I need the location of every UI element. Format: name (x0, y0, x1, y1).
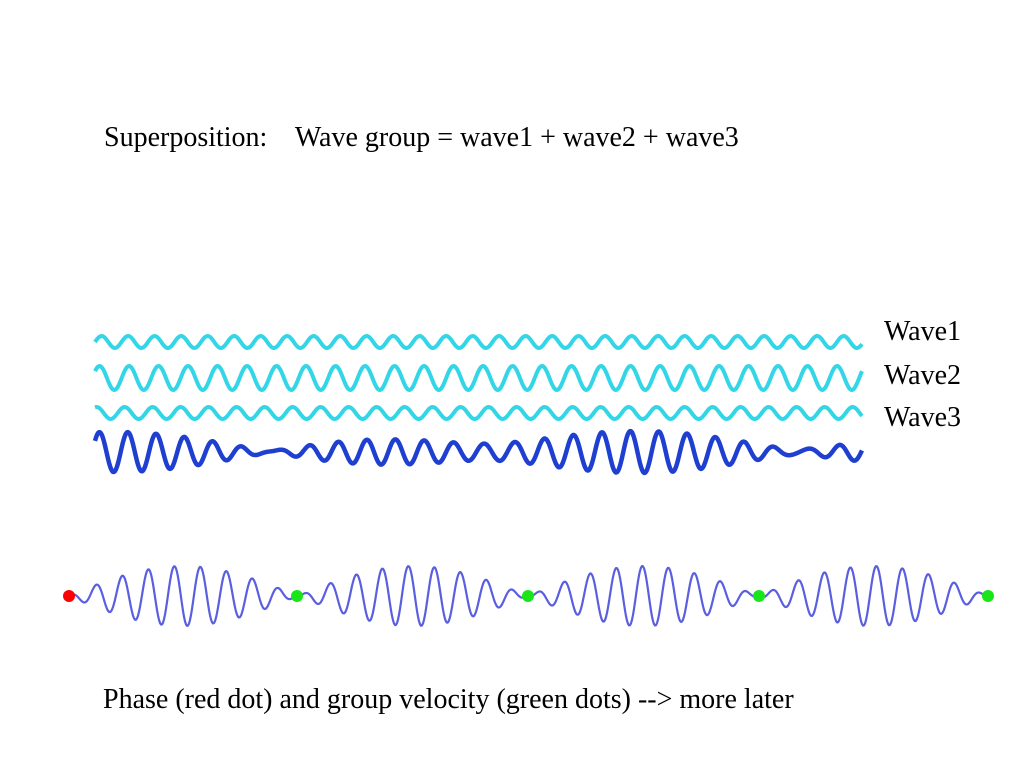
wave2-line (93, 364, 864, 392)
wave1-line (93, 334, 864, 350)
group-dot (753, 590, 765, 602)
group-dot (982, 590, 994, 602)
slide-caption: Phase (red dot) and group velocity (gree… (103, 684, 794, 715)
phase-dot (63, 590, 75, 602)
wave1-label: Wave1 (884, 316, 962, 347)
wave3-line (94, 405, 864, 421)
group-dot (522, 590, 534, 602)
wave-group-line (92, 428, 865, 476)
group-dot (291, 590, 303, 602)
wave3-label: Wave3 (884, 402, 962, 433)
wave2-label: Wave2 (884, 360, 962, 391)
slide-title: Superposition: Wave group = wave1 + wave… (104, 122, 739, 153)
